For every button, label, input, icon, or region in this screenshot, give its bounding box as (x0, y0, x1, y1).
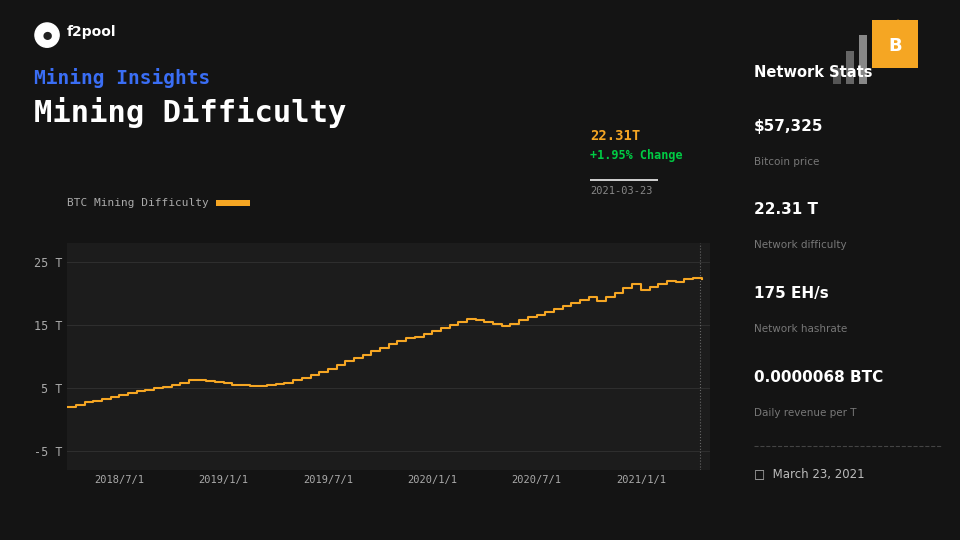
Text: Network Stats: Network Stats (754, 65, 872, 80)
Text: Bitcoin price: Bitcoin price (754, 157, 819, 167)
Text: Mining Insights: Mining Insights (34, 68, 210, 87)
Text: Network hashrate: Network hashrate (754, 324, 847, 334)
Text: 0.0000068 BTC: 0.0000068 BTC (754, 370, 883, 385)
Bar (847, 51, 854, 84)
Text: ⬤: ⬤ (42, 31, 52, 39)
Circle shape (35, 23, 60, 47)
Bar (859, 35, 868, 84)
Text: ●: ● (895, 18, 900, 25)
Text: Daily revenue per T: Daily revenue per T (754, 408, 856, 418)
Text: $57,325: $57,325 (754, 119, 823, 134)
Text: BTC Mining Difficulty: BTC Mining Difficulty (67, 198, 209, 207)
Text: 175 EH/s: 175 EH/s (754, 286, 828, 301)
Text: +1.95% Change: +1.95% Change (590, 149, 683, 162)
Text: Mining Difficulty: Mining Difficulty (34, 97, 346, 128)
Text: 2021-03-23: 2021-03-23 (590, 186, 653, 197)
Text: □  March 23, 2021: □ March 23, 2021 (754, 467, 864, 480)
Text: 22.31T: 22.31T (590, 129, 640, 143)
Text: f2pool: f2pool (67, 25, 117, 39)
Text: B: B (888, 37, 901, 55)
Text: 22.31 T: 22.31 T (754, 202, 818, 218)
Bar (833, 68, 841, 84)
Text: Network difficulty: Network difficulty (754, 240, 846, 251)
